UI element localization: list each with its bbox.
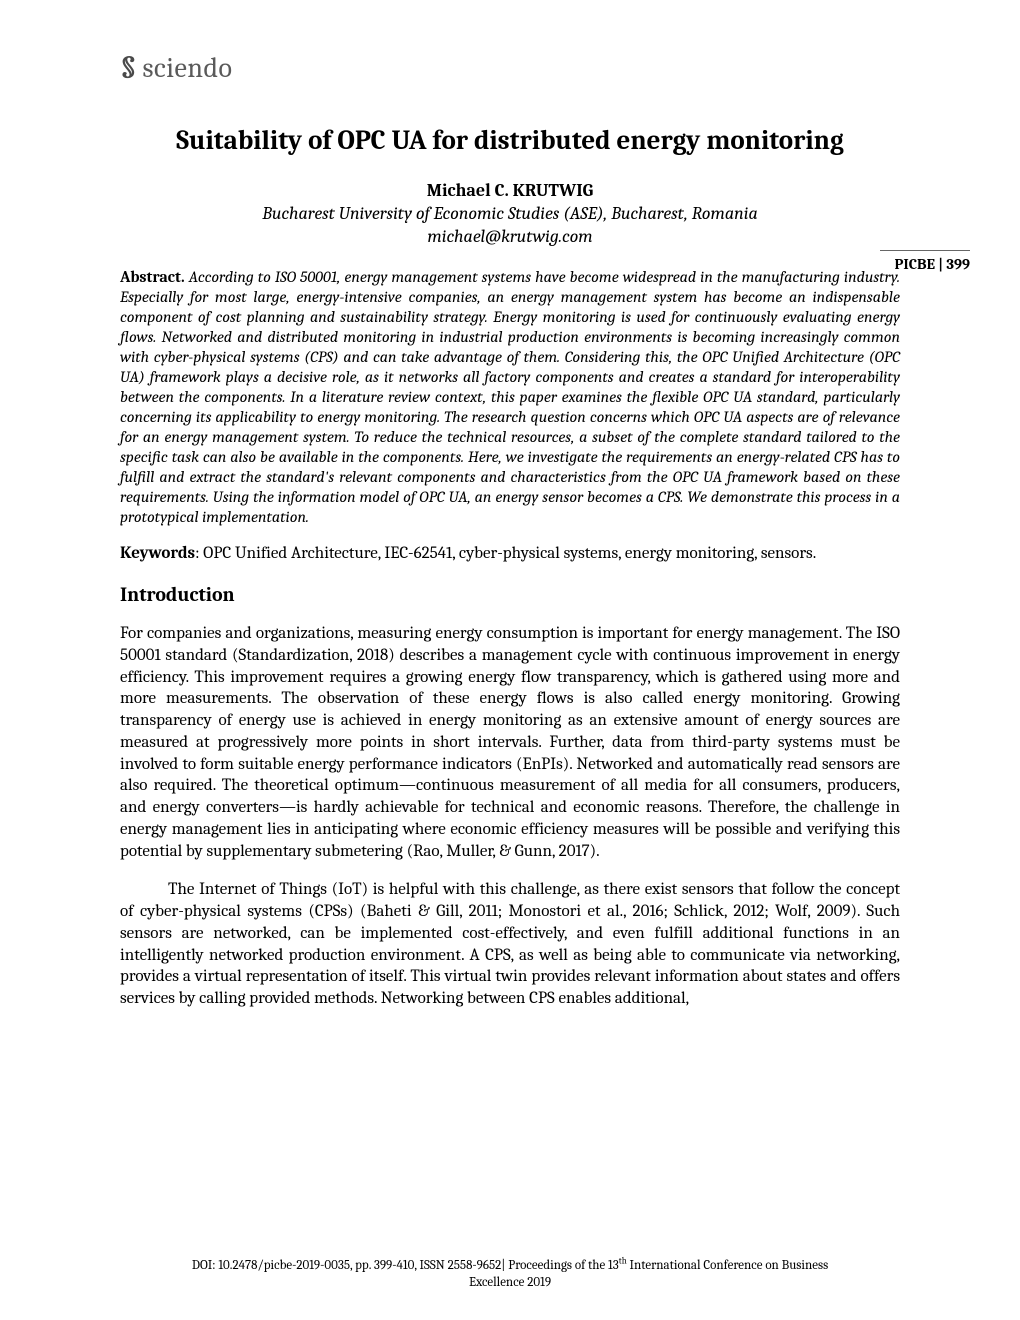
keywords-block: Keywords: OPC Unified Architecture, IEC-… <box>120 543 900 565</box>
abstract-block: Abstract. According to ISO 50001, energy… <box>120 267 900 527</box>
footer-ordinal-sup: th <box>619 1257 627 1267</box>
intro-paragraph-2: The Internet of Things (IoT) is helpful … <box>120 879 900 1010</box>
abstract-label: Abstract. <box>120 268 185 286</box>
keywords-label: Keywords <box>120 544 195 563</box>
publisher-logo: § sciendo <box>120 50 900 85</box>
footer-line1-suffix: International Conference on Business <box>627 1258 829 1273</box>
footer-line2: Excellence 2019 <box>469 1275 551 1290</box>
paper-title: Suitability of OPC UA for distributed en… <box>120 125 900 156</box>
intro-paragraph-1: For companies and organizations, measuri… <box>120 623 900 862</box>
logo-brand-text: sciendo <box>143 52 233 84</box>
section-heading-introduction: Introduction <box>120 583 900 606</box>
page-footer: DOI: 10.2478/picbe-2019-0035, pp. 399-41… <box>120 1257 900 1292</box>
footer-line1-prefix: DOI: 10.2478/picbe-2019-0035, pp. 399-41… <box>192 1258 619 1273</box>
keywords-body: : OPC Unified Architecture, IEC-62541, c… <box>195 544 816 563</box>
author-email: michael@krutwig.com <box>120 226 900 247</box>
author-name: Michael C. KRUTWIG <box>120 180 900 201</box>
author-affiliation: Bucharest University of Economic Studies… <box>120 203 900 224</box>
footer-doi-line: DOI: 10.2478/picbe-2019-0035, pp. 399-41… <box>192 1258 828 1273</box>
logo-mark-icon: § <box>120 50 137 85</box>
abstract-body: According to ISO 50001, energy managemen… <box>120 268 900 526</box>
page-marker: PICBE | 399 <box>880 250 970 273</box>
